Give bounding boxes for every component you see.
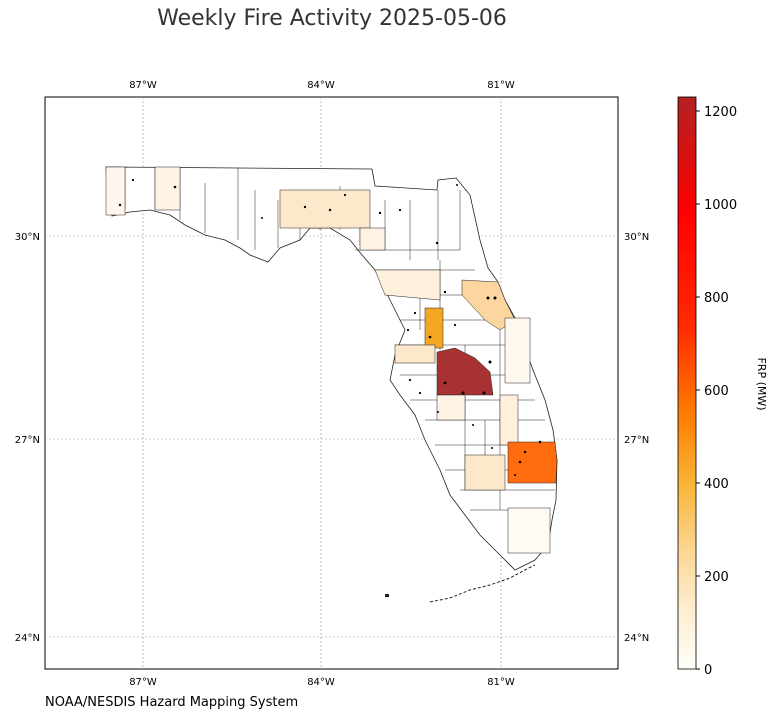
fire-point — [328, 208, 332, 212]
fire-point — [413, 311, 417, 315]
fire-point — [428, 335, 432, 339]
fire-point — [488, 360, 492, 364]
bottom-tick-81w: 81°W — [487, 677, 515, 688]
left-tick-30n: 30°N — [15, 232, 40, 243]
county-marion-shade — [374, 269, 441, 301]
fire-point — [456, 184, 458, 186]
florida-outline — [105, 166, 558, 571]
fire-point — [461, 391, 465, 395]
county-panhandle-shade — [279, 189, 371, 229]
fire-point — [482, 391, 486, 395]
fire-point — [408, 378, 412, 382]
county-west-shade — [105, 166, 126, 216]
cb-tick-1200: 1200 — [704, 105, 737, 120]
fire-point — [486, 296, 490, 300]
fire-point — [443, 290, 447, 294]
cb-tick-800: 800 — [704, 291, 729, 306]
fire-point — [378, 211, 382, 215]
county-miami-dade-shade — [507, 507, 551, 554]
data-source-credit: NOAA/NESDIS Hazard Mapping System — [45, 695, 299, 710]
top-tick-81w: 81°W — [487, 80, 515, 91]
fire-point — [472, 424, 474, 426]
right-tick-27n: 27°N — [624, 435, 649, 446]
bottom-tick-84w: 84°W — [307, 677, 335, 688]
fire-point — [343, 193, 347, 197]
fire-point — [538, 440, 542, 444]
fire-point — [131, 178, 135, 182]
county-palm-beach — [507, 441, 558, 484]
fire-point — [398, 208, 402, 212]
fire-point — [443, 381, 447, 385]
bottom-lon-labels: 87°W 84°W 81°W — [129, 677, 515, 688]
fire-point — [514, 474, 516, 476]
county-highlands — [464, 454, 506, 491]
map-title: Weekly Fire Activity 2025-05-06 — [157, 6, 507, 31]
county-stlucie-shade — [499, 394, 519, 446]
fire-point — [406, 328, 410, 332]
fire-point — [493, 296, 497, 300]
fire-detections — [118, 178, 542, 476]
top-tick-87w: 87°W — [129, 80, 157, 91]
county-hernando-shade — [394, 344, 436, 364]
left-tick-24n: 24°N — [15, 633, 40, 644]
colorbar — [677, 96, 697, 670]
cb-tick-200: 200 — [704, 570, 729, 585]
bottom-tick-87w: 87°W — [129, 677, 157, 688]
fire-point — [453, 323, 457, 327]
fire-point — [173, 185, 177, 189]
cb-tick-600: 600 — [704, 384, 729, 399]
top-tick-84w: 84°W — [307, 80, 335, 91]
top-lon-labels: 87°W 84°W 81°W — [129, 80, 515, 91]
colorbar-ticks: 0 200 400 600 800 1000 1200 — [696, 105, 737, 678]
county-hardee-shade — [436, 394, 466, 421]
county-alachua-shade — [359, 227, 386, 251]
fire-counties — [105, 166, 558, 554]
left-tick-27n: 27°N — [15, 435, 40, 446]
fire-point — [418, 391, 422, 395]
county-citrus — [424, 307, 444, 349]
fire-point — [518, 460, 522, 464]
fire-point — [118, 203, 122, 207]
fire-point — [491, 447, 493, 449]
fire-point — [261, 217, 263, 219]
colorbar-label: FRP (MW) — [755, 357, 768, 410]
dry-tortugas — [385, 594, 389, 597]
fire-point — [303, 205, 307, 209]
county-brevard-shade — [504, 317, 531, 384]
county-escambia-shade — [154, 166, 181, 211]
left-lat-labels: 30°N 27°N 24°N — [15, 232, 40, 644]
cb-tick-400: 400 — [704, 477, 729, 492]
florida-keys — [429, 564, 536, 603]
fire-point — [523, 450, 527, 454]
fire-point — [437, 411, 439, 413]
right-tick-30n: 30°N — [624, 232, 649, 243]
right-tick-24n: 24°N — [624, 633, 649, 644]
right-lat-labels: 30°N 27°N 24°N — [624, 232, 649, 644]
fire-point — [435, 241, 439, 245]
cb-tick-1000: 1000 — [704, 198, 737, 213]
cb-tick-0: 0 — [704, 663, 712, 678]
